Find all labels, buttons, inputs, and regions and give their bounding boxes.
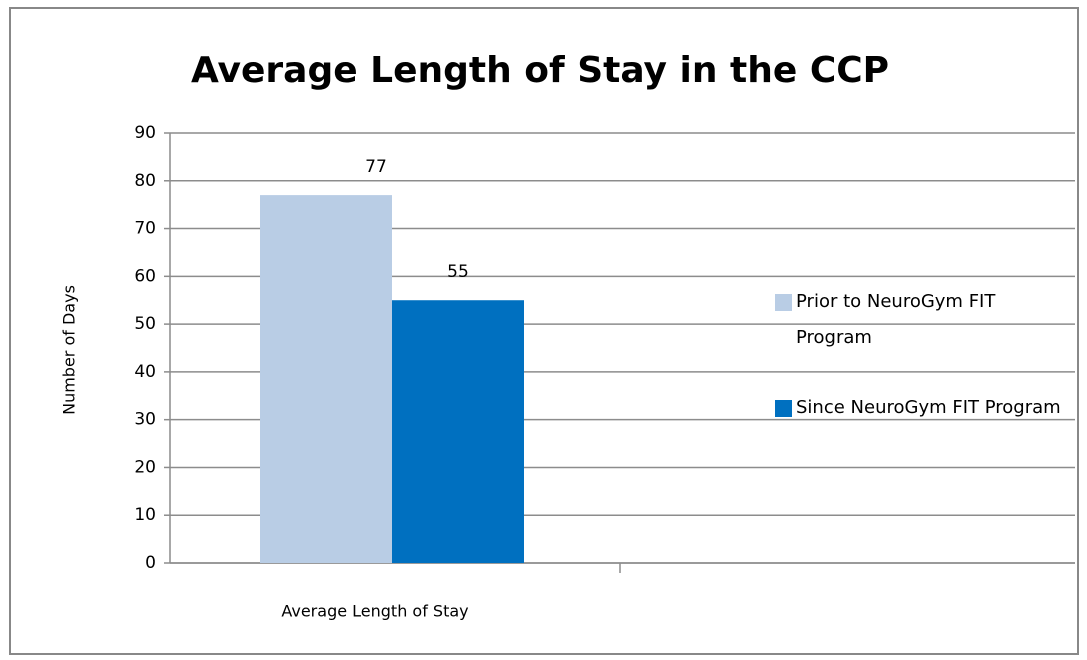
chart-title: Average Length of Stay in the CCP	[191, 50, 889, 91]
legend-label: Prior to NeuroGym FIT Program	[796, 291, 996, 348]
y-tick-label: 50	[134, 314, 156, 334]
y-tick-label: 80	[134, 171, 156, 191]
y-tick-label: 30	[134, 410, 156, 430]
chart-border	[9, 7, 1079, 655]
legend-label: Since NeuroGym FIT Program	[796, 397, 1061, 418]
value-label: 55	[447, 262, 469, 282]
y-tick-label: 40	[134, 362, 156, 382]
legend-swatch	[775, 294, 792, 311]
y-tick-label: 60	[134, 266, 156, 286]
bar	[260, 195, 392, 563]
y-tick-label: 0	[145, 553, 156, 573]
legend-swatch	[775, 400, 792, 417]
y-tick-label: 10	[134, 505, 156, 525]
bar	[392, 300, 524, 563]
value-label: 77	[365, 157, 387, 177]
x-tick-label: Average Length of Stay	[281, 602, 468, 621]
y-tick-label: 20	[134, 457, 156, 477]
y-tick-label: 90	[134, 123, 156, 143]
y-axis-label: Number of Days	[60, 285, 79, 415]
y-tick-label: 70	[134, 219, 156, 239]
